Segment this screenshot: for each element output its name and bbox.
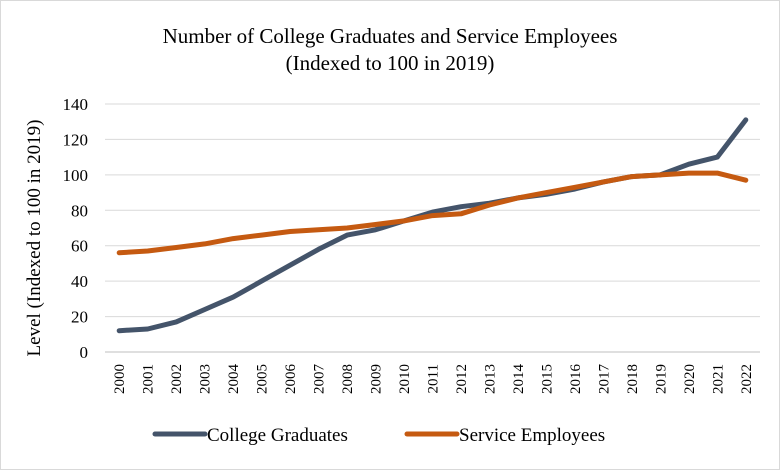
x-tick-label: 2000 <box>112 364 128 394</box>
x-tick-label: 2002 <box>169 364 185 394</box>
y-tick-labels: 0 20 40 60 80 100 120 140 <box>63 95 89 362</box>
x-tick-label: 2008 <box>340 364 356 394</box>
y-tick-label: 20 <box>71 308 88 327</box>
y-tick-label: 120 <box>63 130 89 149</box>
x-tick-label: 2015 <box>539 364 555 394</box>
x-tick-label: 2003 <box>198 364 214 394</box>
x-tick-label: 2019 <box>653 364 669 394</box>
y-tick-label: 0 <box>80 343 89 362</box>
gridlines <box>105 103 760 353</box>
x-tick-labels: 2000 2001 2002 2003 2004 2005 2006 2007 2008 2009… <box>112 364 755 395</box>
x-tick-label: 2014 <box>511 364 527 395</box>
x-tick-label: 2007 <box>312 364 328 395</box>
legend-label-college-graduates: College Graduates <box>207 425 348 446</box>
x-tick-label: 2012 <box>454 364 470 394</box>
chart-subtitle: (Indexed to 100 in 2019) <box>286 51 495 75</box>
chart-title: Number of College Graduates and Service … <box>163 24 618 48</box>
x-tick-label: 2022 <box>739 364 755 394</box>
x-tick-label: 2009 <box>369 364 385 394</box>
series-lines <box>116 117 749 334</box>
x-tick-label: 2018 <box>625 364 641 394</box>
y-tick-label: 80 <box>71 201 88 220</box>
x-tick-label: 2016 <box>568 364 584 395</box>
y-axis-label: Level (Indexed to 100 in 2019) <box>24 120 45 357</box>
series-line-college-graduates <box>116 117 749 334</box>
x-tick-label: 2017 <box>596 364 612 395</box>
legend-label-service-employees: Service Employees <box>459 425 605 446</box>
y-tick-label: 140 <box>63 95 89 114</box>
x-tick-label: 2013 <box>482 364 498 394</box>
x-tick-label: 2010 <box>397 364 413 394</box>
legend: College Graduates Service Employees <box>152 425 605 446</box>
x-tick-label: 2001 <box>141 364 157 394</box>
x-tick-label: 2021 <box>710 364 726 394</box>
y-tick-label: 100 <box>63 166 89 185</box>
x-tick-label: 2006 <box>283 364 299 395</box>
y-tick-label: 40 <box>71 272 88 291</box>
x-tick-label: 2020 <box>682 364 698 394</box>
y-tick-label: 60 <box>71 237 88 256</box>
x-tick-label: 2011 <box>426 364 442 393</box>
x-tick-label: 2005 <box>255 364 271 394</box>
x-tick-label: 2004 <box>226 364 242 395</box>
